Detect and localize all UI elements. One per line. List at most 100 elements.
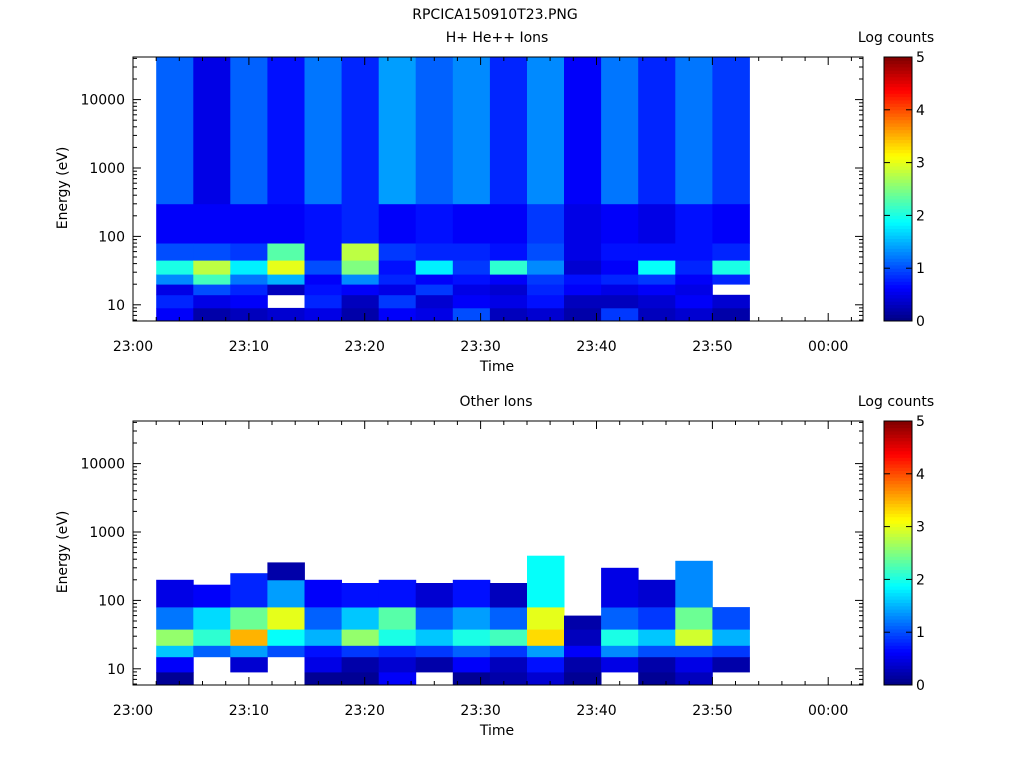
heatmap-cell-3-4 <box>267 562 305 581</box>
colorbar-swatch <box>884 605 912 610</box>
heatmap-cell-12-5 <box>601 243 639 261</box>
colorbar-swatch <box>884 500 912 504</box>
colorbar-swatch <box>884 255 912 259</box>
colorbar-swatch <box>884 628 912 633</box>
x-tick-label: 23:20 <box>345 703 385 719</box>
y-axis-label: Energy (eV) <box>55 511 71 594</box>
heatmap-cell-4-7 <box>304 57 342 205</box>
heatmap-cell-2-2 <box>230 629 268 646</box>
heatmap-cell-10-3 <box>527 274 565 285</box>
colorbar-swatch <box>884 57 912 61</box>
colorbar-swatch <box>884 80 912 84</box>
heatmap-cell-11-1 <box>564 294 602 309</box>
colorbar-swatch <box>884 480 912 485</box>
heatmap-cell-12-6 <box>601 203 639 244</box>
heatmap-cell-15-5 <box>712 243 750 261</box>
heatmap-cell-4-2 <box>304 284 342 296</box>
colorbar-swatch <box>884 317 912 322</box>
heatmap-cells <box>156 555 750 686</box>
heatmap-cell-7-2 <box>415 284 454 296</box>
heatmap-cell-6-5 <box>378 579 417 608</box>
colorbar-swatch <box>884 457 912 462</box>
heatmap-cell-9-3 <box>489 274 528 285</box>
x-tick-label: 00:00 <box>808 339 848 355</box>
heatmap-cell-5-6 <box>341 203 380 244</box>
colorbar-swatch <box>884 172 912 177</box>
colorbar-swatch <box>884 294 912 299</box>
colorbar-swatch <box>884 671 912 676</box>
colorbar-swatch <box>884 195 912 200</box>
heatmap-cell-14-1 <box>675 656 713 673</box>
heatmap-cell-5-3 <box>341 274 380 285</box>
heatmap-cell-12-7 <box>601 57 639 205</box>
heatmap-cell-9-3 <box>489 629 528 646</box>
colorbar-swatch <box>884 638 912 643</box>
colorbar-swatch <box>884 281 912 286</box>
heatmap-cell-13-2 <box>638 645 676 658</box>
colorbar-swatch <box>884 678 912 683</box>
heatmap-cell-11-7 <box>564 57 602 205</box>
heatmap-cell-7-5 <box>415 243 454 261</box>
heatmap-cell-1-3 <box>193 274 231 285</box>
colorbar-swatch <box>884 546 912 551</box>
heatmap-cell-0-6 <box>156 203 194 244</box>
heatmap-cell-8-4 <box>452 260 491 275</box>
heatmap-cell-0-2 <box>156 284 194 296</box>
heatmap-cell-1-1 <box>193 294 231 309</box>
colorbar-swatch <box>884 652 912 656</box>
colorbar-swatch <box>884 622 912 627</box>
colorbar-swatch <box>884 483 912 488</box>
heatmap-cell-10-5 <box>527 555 565 608</box>
panel-other-ions: Other Ions Log counts Time Energy (eV) 2… <box>55 394 934 739</box>
heatmap-cell-0-5 <box>156 579 194 608</box>
colorbar-swatch <box>884 103 912 107</box>
y-tick-label: 10 <box>107 662 125 678</box>
heatmap-cell-11-4 <box>564 260 602 275</box>
heatmap-cell-2-5 <box>230 243 268 261</box>
heatmap-cell-11-5 <box>564 243 602 261</box>
heatmap-cell-15-1 <box>712 294 750 309</box>
heatmap-cell-4-0 <box>304 671 342 686</box>
heatmap-cell-6-7 <box>378 57 417 205</box>
heatmap-cell-12-2 <box>601 284 639 296</box>
colorbar-tick-label: 3 <box>916 156 925 172</box>
heatmap-cell-14-2 <box>675 645 713 658</box>
colorbar-swatch <box>884 192 912 197</box>
colorbar-swatch <box>884 523 912 528</box>
heatmap-cell-7-6 <box>415 203 454 244</box>
heatmap-cell-14-3 <box>675 629 713 646</box>
heatmap-cell-5-0 <box>341 671 380 686</box>
colorbar-swatch <box>884 612 912 617</box>
y-tick-label: 10000 <box>80 93 125 109</box>
heatmap-cell-1-2 <box>193 607 231 630</box>
colorbar-swatch <box>884 251 912 256</box>
colorbar-swatch <box>884 490 912 495</box>
heatmap-cell-15-4 <box>712 260 750 275</box>
heatmap-cell-4-4 <box>304 607 342 630</box>
heatmap-cell-10-1 <box>527 656 565 673</box>
colorbar-swatch <box>884 566 912 570</box>
heatmap-cell-3-5 <box>267 243 305 261</box>
colorbar-swatch <box>884 520 912 524</box>
heatmap-cell-8-3 <box>452 274 491 285</box>
heatmap-cell-11-0 <box>564 671 602 686</box>
heatmap-cell-10-1 <box>527 294 565 309</box>
heatmap-cell-4-6 <box>304 203 342 244</box>
heatmap-cell-4-0 <box>304 307 342 322</box>
y-axis-label: Energy (eV) <box>55 147 71 230</box>
colorbar-tick-label: 5 <box>916 50 925 66</box>
colorbar-swatch <box>884 460 912 465</box>
heatmap-cell-14-3 <box>675 274 713 285</box>
heatmap-cell-5-2 <box>341 645 380 658</box>
colorbar-swatch <box>884 159 912 164</box>
y-tick-label: 1000 <box>89 161 125 177</box>
heatmap-cell-2-6 <box>230 203 268 244</box>
colorbar-swatch <box>884 572 912 577</box>
heatmap-cell-0-3 <box>156 629 194 646</box>
colorbar-swatch <box>884 288 912 292</box>
colorbar-swatch <box>884 169 912 173</box>
heatmap-cell-15-1 <box>712 645 750 658</box>
heatmap-cell-3-4 <box>267 260 305 275</box>
colorbar-swatch <box>884 635 912 640</box>
heatmap-cell-5-4 <box>341 260 380 275</box>
